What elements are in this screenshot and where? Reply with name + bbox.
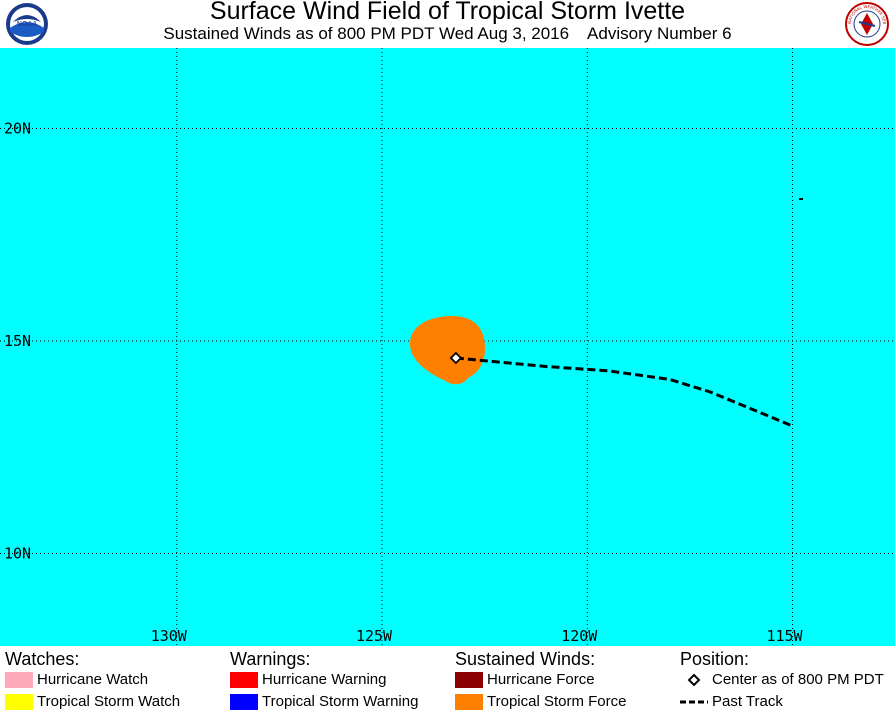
tropical-storm-force-swatch	[455, 694, 483, 710]
legend-label: Tropical Storm Force	[487, 693, 627, 710]
storm-center-marker	[449, 351, 463, 365]
latitude-label: 10N	[4, 545, 31, 563]
hurricane-watch-swatch	[5, 672, 33, 688]
latitude-label: 15N	[4, 332, 31, 350]
legend-watches-heading: Watches:	[5, 649, 80, 669]
graticule-labels: 20N 15N 10N 130W 125W 120W 115W	[4, 120, 804, 646]
latitude-label: 20N	[4, 120, 31, 138]
header: NOAA Surface Wind Field of Tropical Stor…	[0, 0, 895, 48]
storm-center-layer	[449, 351, 463, 365]
dashed-track-icon	[680, 700, 708, 704]
past-track-line	[455, 356, 794, 428]
longitude-label: 125W	[356, 627, 393, 645]
map-subtitle: Sustained Winds as of 800 PM PDT Wed Aug…	[163, 24, 732, 43]
past-track-layer	[455, 356, 794, 428]
tropical-storm-warning-swatch	[230, 694, 258, 710]
longitude-label: 115W	[766, 627, 803, 645]
legend-winds-heading: Sustained Winds:	[455, 649, 596, 669]
legend-label: Tropical Storm Watch	[37, 693, 181, 710]
legend-position-heading: Position:	[680, 649, 750, 669]
map-title: Surface Wind Field of Tropical Storm Ive…	[209, 0, 686, 25]
legend-label: Hurricane Watch	[37, 671, 149, 688]
hurricane-warning-swatch	[230, 672, 258, 688]
legend-label: Past Track	[712, 693, 783, 710]
legend-label: Tropical Storm Warning	[262, 693, 419, 710]
legend-label: Center as of 800 PM PDT	[712, 671, 884, 688]
noaa-logo-text: NOAA	[17, 20, 38, 28]
longitude-label: 130W	[151, 627, 188, 645]
legend-label: Hurricane Force	[487, 671, 595, 688]
center-diamond-icon	[687, 673, 701, 687]
hurricane-force-swatch	[455, 672, 483, 688]
map-canvas: 20N 15N 10N 130W 125W 120W 115W	[0, 48, 895, 646]
tropical-storm-force-wind-area	[410, 316, 485, 385]
map-area: 20N 15N 10N 130W 125W 120W 115W	[0, 48, 895, 646]
legend-warnings-heading: Warnings:	[230, 649, 311, 669]
legend: Watches: Hurricane Watch Tropical Storm …	[0, 646, 895, 716]
wind-field-layer	[410, 316, 485, 385]
noaa-logo-icon: NOAA	[6, 3, 48, 45]
legend-label: Hurricane Warning	[262, 671, 387, 688]
longitude-label: 120W	[561, 627, 598, 645]
tropical-storm-watch-swatch	[5, 694, 33, 710]
nws-logo-icon: NATIONAL WEATHER SERVICE	[845, 2, 889, 46]
